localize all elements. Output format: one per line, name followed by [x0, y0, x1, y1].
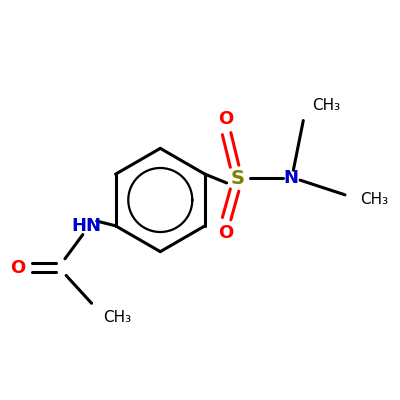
Text: CH₃: CH₃ — [360, 192, 388, 208]
Text: S: S — [231, 169, 245, 188]
Text: O: O — [10, 258, 25, 276]
Text: CH₃: CH₃ — [104, 310, 132, 325]
Text: N: N — [284, 169, 299, 187]
Text: HN: HN — [72, 217, 102, 235]
Text: O: O — [218, 224, 234, 242]
Text: CH₃: CH₃ — [312, 98, 340, 113]
Text: O: O — [218, 110, 234, 128]
